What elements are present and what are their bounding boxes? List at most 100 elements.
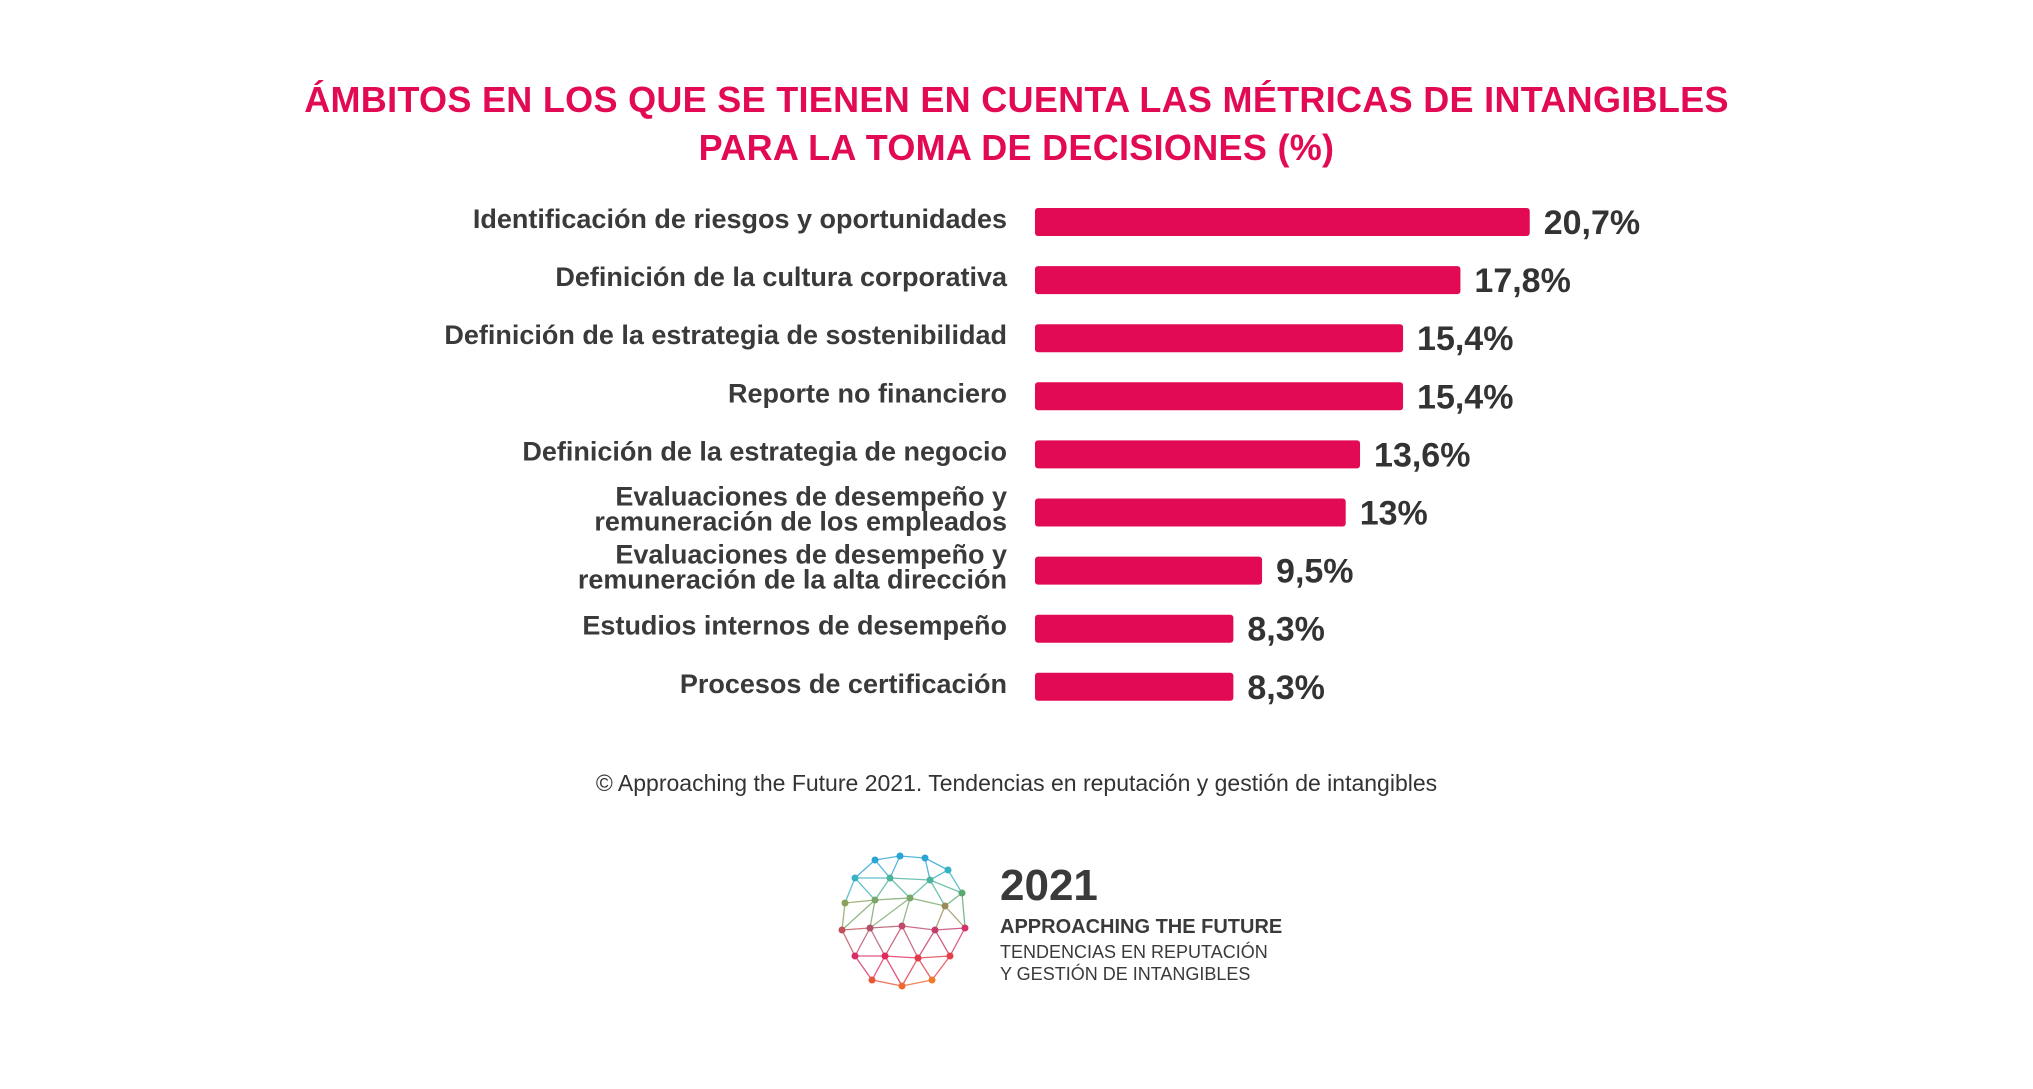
category-label-4: Definición de la estrategia de negocio	[522, 436, 1007, 466]
globe-edge	[929, 879, 963, 894]
globe-edge	[869, 899, 876, 929]
globe-node	[914, 954, 922, 962]
bar-6	[1035, 556, 1263, 585]
globe-edge	[944, 905, 966, 929]
globe-node	[841, 899, 849, 907]
globe-edge	[917, 957, 933, 981]
globe-edge	[874, 897, 911, 901]
logo-title: APPROACHING THE FUTURE	[1000, 916, 1283, 938]
globe-node	[881, 952, 889, 960]
globe-edge	[844, 899, 876, 904]
globe-edge	[869, 897, 911, 929]
globe-node	[958, 889, 966, 897]
globe-edge	[899, 855, 926, 859]
globe-edge	[884, 955, 903, 987]
bar-3	[1035, 382, 1404, 411]
globe-edge	[961, 892, 966, 929]
value-label-0: 20,7%	[1544, 204, 1640, 242]
globe-edge	[841, 927, 871, 931]
globe-edge	[901, 897, 911, 927]
category-label-3: Reporte no financiero	[728, 378, 1007, 408]
bar-chart: 20,7% Identificación de riesgos y oportun…	[444, 204, 1640, 707]
chart-title-line-1: ÁMBITOS EN LOS QUE SE TIENEN EN CUENTA L…	[304, 79, 1729, 120]
logo-subtitle-line-2: Y GESTIÓN DE INTANGIBLES	[1000, 964, 1251, 984]
logo-year: 2021	[1000, 861, 1098, 910]
globe-edge	[909, 897, 946, 907]
globe-edge	[871, 955, 886, 981]
globe-node	[851, 874, 859, 882]
category-label-5: Evaluaciones de desempeño y remuneración …	[594, 482, 1007, 537]
logo-subtitle-line-1: TENDENCIAS EN REPUTACIÓN	[1000, 942, 1268, 962]
globe-node	[931, 926, 939, 934]
value-label-1: 17,8%	[1474, 262, 1570, 300]
globe-edge	[917, 955, 951, 959]
globe-edge	[934, 905, 946, 931]
globe-node	[944, 866, 952, 874]
globe-edge	[889, 855, 901, 879]
globe-node	[868, 976, 876, 984]
category-label-1: Definición de la cultura corporativa	[555, 262, 1008, 292]
globe-edge	[854, 859, 876, 879]
globe-edge	[869, 925, 903, 929]
globe-edge	[841, 902, 846, 931]
value-label-8: 8,3%	[1247, 669, 1325, 707]
globe-node	[866, 924, 874, 932]
globe-node	[941, 902, 949, 910]
value-label-4: 13,6%	[1374, 436, 1470, 474]
globe-edge	[924, 857, 931, 881]
category-label-7: Estudios internos de desempeño	[582, 611, 1007, 641]
globe-edge	[889, 877, 911, 899]
bar-2	[1035, 324, 1404, 353]
globe-node	[921, 854, 929, 862]
globe-node	[896, 852, 904, 860]
globe-network-icon	[838, 852, 969, 990]
globe-node	[871, 856, 879, 864]
value-label-2: 15,4%	[1417, 320, 1513, 358]
globe-edge	[909, 879, 931, 899]
globe-edge	[931, 955, 951, 981]
globe-edge	[874, 855, 901, 861]
bar-1	[1035, 266, 1461, 295]
globe-edge	[949, 927, 966, 957]
globe-edge	[884, 925, 903, 957]
globe-edge	[901, 957, 919, 987]
globe-edge	[844, 877, 856, 904]
category-label-8: Procesos de certificación	[680, 669, 1007, 699]
category-label-0: Identificación de riesgos y oportunidade…	[473, 204, 1007, 234]
globe-edge	[871, 979, 903, 987]
globe-edge	[934, 927, 966, 931]
globe-edge	[884, 955, 919, 959]
globe-edge	[934, 929, 951, 957]
globe-edge	[929, 879, 946, 907]
globe-edge	[947, 869, 963, 894]
bar-8	[1035, 672, 1234, 701]
globe-edge	[869, 927, 886, 957]
value-label-6: 9,5%	[1276, 553, 1354, 591]
value-label-7: 8,3%	[1247, 611, 1325, 649]
globe-node	[898, 982, 906, 990]
globe-node	[838, 926, 846, 934]
logo: 2021 APPROACHING THE FUTURE TENDENCIAS E…	[830, 848, 1310, 998]
globe-edge	[944, 892, 963, 907]
globe-edge	[901, 925, 919, 959]
globe-node	[928, 976, 936, 984]
globe-node	[898, 922, 906, 930]
globe-edge	[854, 927, 871, 957]
value-label-5: 13%	[1360, 495, 1428, 533]
globe-node	[851, 952, 859, 960]
category-label-2: Definición de la estrategia de sostenibi…	[444, 320, 1007, 350]
globe-edge	[854, 955, 873, 981]
globe-edge	[901, 979, 933, 987]
bar-0	[1035, 208, 1530, 236]
globe-node	[961, 924, 969, 932]
globe-node	[886, 874, 894, 882]
value-label-3: 15,4%	[1417, 378, 1513, 416]
globe-edge	[917, 929, 936, 959]
category-label-6: Evaluaciones de desempeño y remuneración …	[578, 540, 1007, 595]
globe-edge	[841, 899, 876, 931]
globe-edge	[841, 929, 856, 957]
globe-edge	[901, 925, 936, 931]
globe-node	[926, 876, 934, 884]
globe-edge	[874, 877, 891, 901]
bar-4	[1035, 440, 1361, 469]
